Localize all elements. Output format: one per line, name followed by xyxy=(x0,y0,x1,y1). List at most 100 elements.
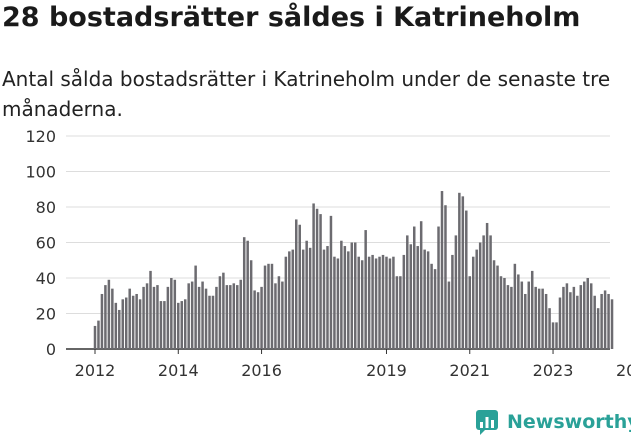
bar xyxy=(524,293,527,349)
bar xyxy=(326,246,329,349)
bar xyxy=(350,242,354,349)
bar xyxy=(354,242,357,349)
bar xyxy=(347,251,350,349)
bar xyxy=(305,240,308,349)
bar xyxy=(527,281,530,349)
bar xyxy=(131,295,135,349)
bar xyxy=(555,322,558,349)
bar xyxy=(218,276,222,349)
bar xyxy=(388,258,392,349)
x-tick-label: 2012 xyxy=(75,361,116,380)
bar xyxy=(253,290,256,349)
bar xyxy=(229,285,232,349)
bar xyxy=(270,263,274,349)
bar xyxy=(454,235,458,349)
bar xyxy=(426,251,430,349)
bar xyxy=(513,263,517,349)
bar xyxy=(600,293,603,349)
bar xyxy=(357,256,360,349)
bar xyxy=(593,295,596,349)
bar xyxy=(128,288,131,349)
y-tick-label: 120 xyxy=(25,127,56,146)
y-tick-label: 60 xyxy=(36,234,56,253)
bar xyxy=(340,240,343,349)
y-tick-label: 40 xyxy=(36,269,56,288)
bar xyxy=(399,276,402,349)
bar xyxy=(596,308,600,349)
bar xyxy=(190,281,194,349)
bar xyxy=(277,276,281,349)
bar xyxy=(551,322,555,349)
bar xyxy=(562,286,565,349)
bar xyxy=(93,325,97,349)
bar xyxy=(301,249,305,349)
bar xyxy=(211,295,215,349)
x-tick-label: 2019 xyxy=(366,361,407,380)
bar xyxy=(492,260,496,349)
bar xyxy=(187,283,190,349)
bar xyxy=(451,254,454,349)
bar xyxy=(97,320,100,349)
bar xyxy=(322,249,326,349)
bar xyxy=(458,192,461,349)
bar xyxy=(565,283,569,349)
bar xyxy=(485,222,489,349)
bar xyxy=(419,221,423,349)
bar xyxy=(166,286,170,349)
bar xyxy=(319,214,322,349)
bar xyxy=(104,285,107,349)
bar xyxy=(197,286,201,349)
bar xyxy=(534,286,537,349)
bar xyxy=(343,246,347,349)
bar xyxy=(180,301,183,349)
bar xyxy=(579,285,583,349)
bar xyxy=(409,244,413,349)
bar xyxy=(215,286,218,349)
bar xyxy=(423,249,426,349)
bar xyxy=(371,254,374,349)
bar xyxy=(246,240,249,349)
bar xyxy=(367,256,371,349)
bar xyxy=(489,235,492,349)
bar xyxy=(589,283,593,349)
bar xyxy=(281,281,284,349)
bar xyxy=(433,269,437,349)
bar xyxy=(583,281,586,349)
bar xyxy=(173,279,177,349)
y-tick-label: 80 xyxy=(36,198,56,217)
bar xyxy=(378,256,381,349)
y-tick-label: 20 xyxy=(36,305,56,324)
bar xyxy=(177,302,180,349)
bar xyxy=(260,286,263,349)
bar xyxy=(503,278,506,349)
bar xyxy=(558,297,562,349)
bar xyxy=(541,288,544,349)
bar xyxy=(499,276,503,349)
bar xyxy=(471,256,475,349)
bar xyxy=(447,281,451,349)
bar xyxy=(222,272,225,349)
y-tick-label: 0 xyxy=(46,340,56,359)
bar xyxy=(111,288,114,349)
bar xyxy=(242,237,246,349)
bar xyxy=(537,288,541,349)
bar xyxy=(603,290,607,349)
bar xyxy=(520,281,524,349)
bar xyxy=(548,308,551,349)
bar xyxy=(138,299,142,349)
bar xyxy=(114,302,118,349)
bar xyxy=(364,230,367,349)
bar xyxy=(159,301,163,349)
bar xyxy=(124,297,128,349)
bar xyxy=(225,285,229,349)
bar xyxy=(465,210,468,349)
bar xyxy=(107,279,111,349)
bar xyxy=(402,254,406,349)
x-tick-label: 2016 xyxy=(241,361,282,380)
bar xyxy=(170,278,173,349)
bar xyxy=(610,299,614,349)
bar xyxy=(152,286,156,349)
bar xyxy=(496,265,499,349)
bar xyxy=(510,286,513,349)
bar xyxy=(607,293,610,349)
